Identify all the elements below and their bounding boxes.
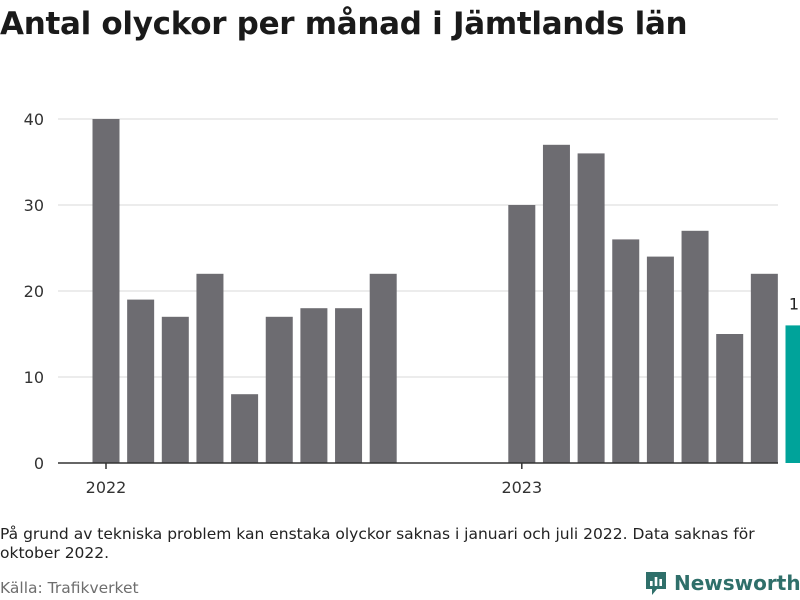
bar-2023-01 <box>508 205 536 463</box>
y-tick-label: 10 <box>24 368 44 387</box>
bar-2022-03 <box>161 316 189 463</box>
bar-2023-09 <box>785 325 800 463</box>
bar-chart-logo-icon <box>646 572 666 595</box>
bar-2022-07 <box>300 308 328 463</box>
bar-chart: 0 10 20 30 40 16 2022 2023 <box>24 110 800 497</box>
y-tick-label: 0 <box>34 454 44 473</box>
y-tick-label: 30 <box>24 196 44 215</box>
y-tick-label: 40 <box>24 110 44 129</box>
x-tick-label: 2022 <box>86 478 127 497</box>
bars <box>92 119 800 464</box>
bar-2022-06 <box>265 316 293 463</box>
bar-2023-02 <box>542 144 570 464</box>
bar-2023-07 <box>716 334 744 463</box>
bar-2023-05 <box>646 256 674 463</box>
footnote: På grund av tekniska problem kan enstaka… <box>0 525 755 562</box>
bar-2022-04 <box>196 273 224 463</box>
bar-2023-06 <box>681 230 709 463</box>
y-axis-labels: 0 10 20 30 40 <box>24 110 44 473</box>
x-axis-ticks: 2022 2023 <box>86 463 542 497</box>
data-label: 16 <box>789 294 800 313</box>
bar-2023-03 <box>577 153 605 463</box>
brand-name: Newsworthy <box>674 571 800 595</box>
x-tick-label: 2023 <box>501 478 542 497</box>
data-labels: 16 <box>789 294 800 313</box>
chart-title: Antal olyckor per månad i Jämtlands län <box>0 6 688 42</box>
bar-2023-08 <box>750 273 778 463</box>
brand-logo: Newsworthy <box>644 570 800 596</box>
bar-2023-04 <box>612 239 640 463</box>
bar-2022-05 <box>231 394 259 463</box>
bar-2022-09 <box>369 273 397 463</box>
y-tick-label: 20 <box>24 282 44 301</box>
bar-2022-01 <box>92 119 120 463</box>
bar-2022-02 <box>127 299 155 463</box>
source-text: Källa: Trafikverket <box>0 579 139 597</box>
bar-2022-08 <box>335 308 363 463</box>
